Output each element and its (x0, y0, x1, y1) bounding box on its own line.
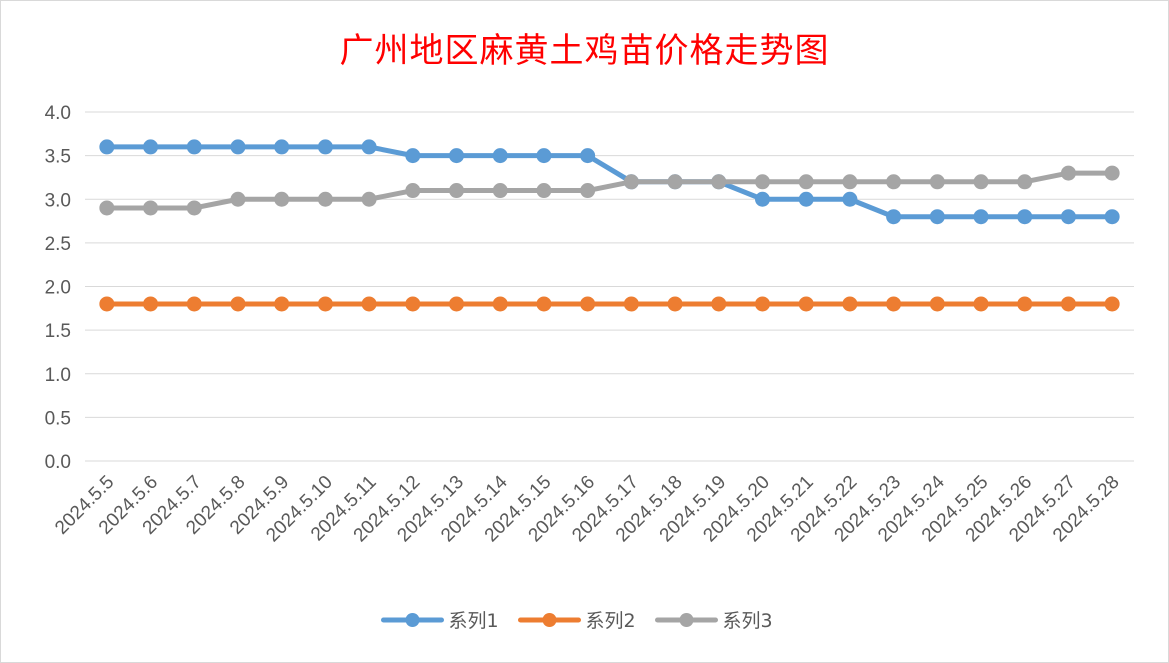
data-point (99, 296, 115, 312)
data-point (623, 296, 639, 312)
data-point (99, 139, 115, 155)
data-point (798, 174, 814, 190)
data-point (886, 296, 902, 312)
legend-label: 系列2 (586, 610, 636, 632)
data-point (711, 174, 727, 190)
data-point (405, 296, 421, 312)
series-line (104, 170, 1115, 211)
data-point (274, 139, 290, 155)
data-point (623, 174, 639, 190)
data-point (711, 296, 727, 312)
legend-marker (679, 613, 694, 627)
data-point (99, 200, 115, 216)
data-point (186, 139, 202, 155)
data-point (580, 296, 596, 312)
data-point (1104, 296, 1120, 312)
data-point (536, 296, 552, 312)
data-point (1104, 209, 1120, 225)
data-point (230, 296, 246, 312)
data-point (274, 191, 290, 207)
data-point (405, 148, 421, 164)
y-tick-label: 0.0 (45, 452, 71, 473)
data-point (143, 296, 159, 312)
data-point (886, 209, 902, 225)
data-point (842, 174, 858, 190)
data-point (929, 296, 945, 312)
y-tick-label: 2.0 (45, 278, 71, 299)
data-point (754, 191, 770, 207)
data-point (973, 296, 989, 312)
data-point (143, 200, 159, 216)
data-point (405, 183, 421, 199)
data-point (361, 296, 377, 312)
data-point (798, 191, 814, 207)
data-point (667, 174, 683, 190)
data-point (492, 183, 508, 199)
data-point (449, 148, 465, 164)
y-tick-label: 4.0 (45, 103, 71, 124)
data-point (449, 296, 465, 312)
data-point (1017, 209, 1033, 225)
data-point (186, 200, 202, 216)
data-point (317, 191, 333, 207)
data-point (973, 209, 989, 225)
data-point (1060, 165, 1076, 181)
data-point (361, 191, 377, 207)
legend-label: 系列3 (723, 610, 773, 632)
y-tick-label: 1.5 (45, 321, 71, 342)
data-point (317, 139, 333, 155)
legend-label: 系列1 (449, 610, 499, 632)
data-point (1017, 174, 1033, 190)
data-point (754, 296, 770, 312)
data-point (842, 296, 858, 312)
y-tick-label: 0.5 (45, 408, 71, 429)
data-point (186, 296, 202, 312)
legend-marker (405, 613, 420, 627)
chart-title: 广州地区麻黄土鸡苗价格走势图 (339, 31, 830, 71)
data-point (886, 174, 902, 190)
data-point (274, 296, 290, 312)
data-point (230, 191, 246, 207)
data-point (492, 296, 508, 312)
data-point (230, 139, 246, 155)
y-tick-label: 2.5 (45, 234, 71, 255)
data-point (492, 148, 508, 164)
data-point (754, 174, 770, 190)
data-point (667, 296, 683, 312)
data-point (973, 174, 989, 190)
data-point (361, 139, 377, 155)
data-point (1104, 165, 1120, 181)
data-point (143, 139, 159, 155)
data-point (842, 191, 858, 207)
data-point (798, 296, 814, 312)
data-point (929, 174, 945, 190)
legend-marker (542, 613, 557, 627)
data-point (580, 183, 596, 199)
data-point (580, 148, 596, 164)
y-tick-label: 3.0 (45, 190, 71, 211)
data-point (1060, 209, 1076, 225)
data-point (536, 183, 552, 199)
data-point (1060, 296, 1076, 312)
data-point (929, 209, 945, 225)
data-point (1017, 296, 1033, 312)
data-point (317, 296, 333, 312)
data-point (536, 148, 552, 164)
data-point (449, 183, 465, 199)
y-tick-label: 1.0 (45, 365, 71, 386)
y-tick-label: 3.5 (45, 147, 71, 168)
